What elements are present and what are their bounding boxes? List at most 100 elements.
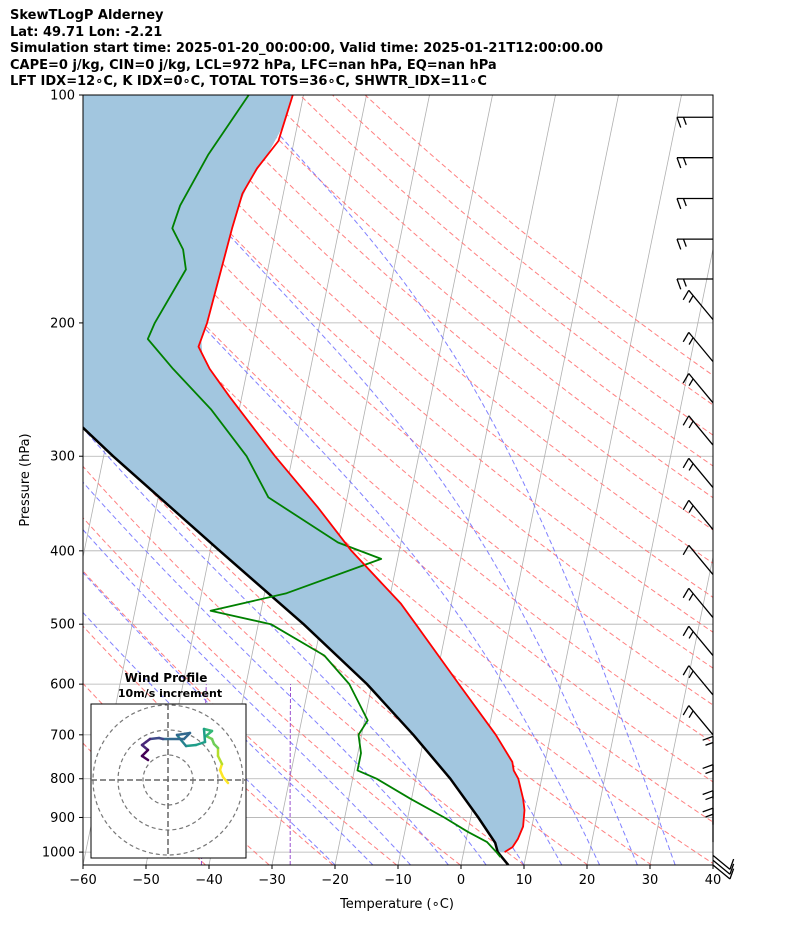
barb-flag: [688, 710, 694, 719]
y-tick-label: 500: [50, 618, 75, 633]
moist-adiabat: [83, 571, 374, 865]
barb-flag: [702, 735, 714, 741]
barb-shaft: [688, 625, 714, 656]
moist-adiabat: [83, 427, 487, 865]
wind-barb: [676, 116, 713, 128]
barb-flag: [682, 117, 687, 125]
axes: −60 −50 −40 −30 −20 −10 0 10 20 30 40 100 200 300 400 5…: [42, 89, 721, 889]
barb-shaft: [688, 331, 714, 363]
wind-barb: [702, 735, 714, 771]
y-tick-label: 300: [50, 450, 75, 465]
wind-barb: [682, 457, 714, 488]
moist-adiabat: [83, 528, 411, 865]
barb-flag: [705, 770, 714, 775]
wind-barb: [702, 790, 714, 825]
cape-shading: [83, 95, 525, 853]
dry-adiabat: [169, 95, 713, 564]
wind-barb: [676, 278, 713, 290]
barb-flag: [682, 415, 690, 426]
barb-flag: [676, 117, 682, 128]
barb-flag: [676, 238, 682, 250]
barb-shaft: [688, 289, 714, 321]
barb-shaft: [688, 499, 714, 531]
barb-flag: [729, 863, 735, 875]
x-tick-label: −10: [384, 873, 411, 888]
dry-adiabat: [83, 570, 397, 865]
barb-flag: [682, 457, 690, 469]
barb-flag: [676, 198, 682, 210]
hodograph-trace-segment: [175, 731, 192, 737]
barb-flag: [682, 198, 687, 207]
isotherm-line: [334, 95, 493, 865]
hodograph-trace-segment: [194, 740, 207, 747]
x-tick-label: 40: [705, 873, 722, 888]
hodograph-trace-segment: [202, 727, 207, 744]
barb-shaft: [688, 457, 714, 488]
barb-flag: [682, 278, 687, 287]
hodograph-trace-segment: [216, 754, 224, 766]
barb-flag: [682, 587, 690, 599]
hodograph-title: Wind Profile: [125, 671, 208, 685]
barb-shaft: [688, 544, 714, 576]
dry-adiabat: [83, 517, 461, 865]
barb-flag: [676, 157, 682, 169]
barb-flag: [688, 420, 694, 429]
dry-adiabat: [266, 95, 713, 467]
dewpoint-profile-line: [146, 95, 502, 858]
barb-flag: [676, 278, 682, 290]
x-tick-label: 30: [642, 873, 659, 888]
y-axis-label: Pressure (hPa): [18, 433, 33, 526]
wind-barb: [676, 197, 713, 210]
barb-shaft: [688, 587, 714, 618]
barb-flag: [682, 499, 690, 511]
hodograph-trace-segment: [184, 743, 198, 748]
hodograph-plot: [91, 704, 246, 858]
dry-adiabat: [234, 95, 713, 499]
y-tick-label: 900: [50, 811, 75, 826]
indices-line-2: LFT IDX=12∘C, K IDX=0∘C, TOTAL TOTS=36∘C…: [10, 74, 487, 89]
wind-barb: [702, 807, 714, 843]
chart-header: SkewTLogP Alderney Lat: 49.71 Lon: -2.21…: [10, 8, 603, 91]
dry-adiabat: [299, 95, 713, 436]
barb-shaft: [688, 705, 714, 736]
x-tick-label: −20: [321, 873, 348, 888]
barb-flag: [705, 796, 714, 801]
x-tick-label: −60: [69, 873, 96, 888]
barb-shaft: [688, 373, 714, 404]
barb-flag: [688, 505, 694, 513]
barb-shaft: [712, 859, 731, 875]
moist-adiabat: [83, 481, 449, 865]
wind-barb: [682, 289, 714, 321]
barb-shaft: [712, 854, 731, 870]
barb-flag: [682, 705, 690, 716]
barb-flag: [688, 337, 694, 345]
isotherm-line: [523, 95, 682, 865]
moist-adiabat: [105, 95, 638, 865]
barb-flag: [705, 741, 714, 746]
barb-flag: [682, 665, 690, 676]
wind-barb: [676, 238, 713, 250]
barb-flag: [688, 631, 694, 639]
x-axis-label: Temperature (∘C): [339, 897, 454, 912]
barb-flag: [729, 868, 735, 880]
barb-flag: [729, 858, 735, 870]
dry-adiabat: [136, 95, 713, 598]
wind-barb: [682, 665, 714, 696]
hodograph-inset: Wind Profile 10m/s increment: [90, 671, 247, 859]
barb-flag: [682, 544, 690, 556]
y-tick-label: 600: [50, 678, 75, 693]
barb-flag: [702, 807, 714, 813]
temperature-profile-line: [197, 95, 526, 853]
moist-adiabat: [83, 190, 601, 865]
barb-flag: [688, 378, 694, 387]
x-tick-label: −40: [195, 873, 222, 888]
x-tick-label: −50: [132, 873, 159, 888]
wind-barb: [682, 373, 714, 404]
wind-barb: [682, 331, 714, 363]
wind-barb: [712, 864, 735, 880]
hodograph-trace-segment: [140, 754, 150, 762]
dry-adiabat: [103, 95, 713, 633]
time-line: Simulation start time: 2025-01-20_00:00:…: [10, 41, 603, 56]
parcel-profile-line: [83, 426, 510, 865]
